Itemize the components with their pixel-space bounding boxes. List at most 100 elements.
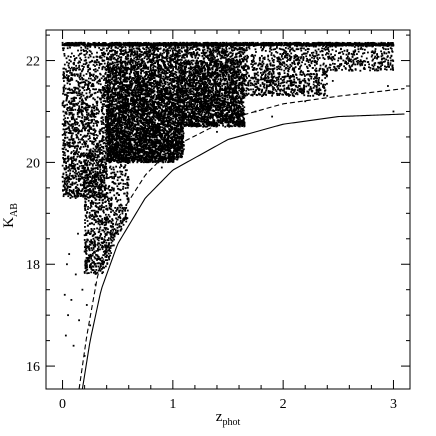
data-point: [157, 105, 160, 108]
data-point: [146, 151, 149, 154]
data-point: [163, 155, 166, 158]
data-point: [168, 106, 171, 108]
data-point: [118, 91, 121, 94]
data-point: [141, 139, 144, 142]
data-point: [169, 130, 171, 133]
data-point: [149, 59, 152, 62]
data-point: [120, 145, 122, 148]
data-point: [170, 110, 173, 113]
data-point: [145, 154, 148, 156]
data-point: [145, 88, 148, 91]
data-point: [120, 82, 123, 85]
data-point: [172, 85, 175, 88]
data-point: [172, 59, 174, 62]
data-point: [108, 98, 111, 100]
data-point: [141, 151, 144, 154]
data-point: [143, 147, 146, 150]
data-point: [179, 122, 182, 125]
data-point: [171, 128, 174, 131]
data-point: [126, 80, 129, 83]
data-point: [161, 146, 164, 149]
data-point: [114, 66, 117, 69]
data-point: [136, 58, 139, 61]
data-point: [133, 102, 136, 104]
data-point: [142, 79, 145, 81]
data-point: [127, 130, 130, 133]
data-point: [166, 81, 169, 84]
data-point: [115, 150, 118, 153]
data-point: [166, 96, 169, 99]
data-point: [162, 124, 165, 127]
data-point: [124, 133, 127, 136]
data-point: [175, 90, 178, 93]
data-point: [179, 146, 182, 149]
data-point: [158, 73, 161, 76]
data-point: [145, 72, 148, 75]
data-point: [149, 69, 152, 72]
data-point: [179, 153, 182, 156]
data-point: [150, 143, 153, 146]
data-point: [156, 122, 159, 125]
data-point: [115, 72, 117, 75]
data-point: [107, 126, 110, 129]
data-point: [165, 102, 167, 105]
data-point: [123, 110, 126, 113]
data-point: [115, 135, 118, 137]
data-point: [130, 92, 133, 95]
data-point: [168, 87, 171, 90]
data-point: [136, 151, 139, 154]
data-point: [151, 71, 154, 74]
data-point: [119, 87, 122, 90]
data-point: [161, 158, 164, 161]
data-point: [129, 142, 132, 145]
data-point: [130, 68, 133, 71]
data-point: [144, 86, 147, 89]
data-point: [164, 81, 167, 83]
data-point: [177, 153, 180, 156]
data-point: [146, 70, 148, 73]
data-point: [115, 113, 118, 116]
data-point: [142, 123, 144, 126]
data-point: [124, 99, 127, 101]
data-point: [125, 110, 128, 113]
data-point: [156, 91, 159, 94]
data-point: [144, 62, 146, 65]
data-point: [135, 146, 138, 149]
data-point: [174, 148, 177, 150]
data-point: [162, 115, 165, 118]
data-point: [139, 117, 142, 120]
data-point: [161, 123, 164, 126]
data-point: [153, 129, 155, 131]
data-point: [170, 126, 172, 129]
data-point: [106, 79, 109, 82]
data-point: [175, 154, 178, 157]
data-point: [121, 149, 124, 152]
data-point: [133, 127, 136, 130]
data-point: [172, 107, 175, 110]
data-point: [122, 91, 125, 94]
data-point: [113, 135, 116, 138]
data-point: [140, 55, 142, 58]
data-point: [177, 111, 179, 114]
data-point: [142, 107, 145, 110]
data-point: [147, 132, 150, 135]
data-point: [139, 50, 142, 53]
data-point: [156, 131, 159, 134]
data-point: [158, 132, 161, 134]
data-point: [145, 82, 148, 85]
data-point: [162, 105, 165, 108]
data-point: [127, 111, 130, 114]
data-point: [109, 113, 112, 116]
data-point: [143, 48, 146, 50]
data-point: [166, 66, 168, 69]
data-point: [157, 161, 160, 164]
data-point: [164, 136, 166, 139]
data-point: [112, 75, 115, 77]
data-point: [148, 51, 151, 54]
data-point: [156, 86, 159, 88]
data-point: [151, 46, 154, 49]
data-point: [181, 119, 184, 122]
data-point: [128, 161, 131, 164]
data-point: [180, 93, 183, 96]
data-point: [128, 73, 131, 76]
